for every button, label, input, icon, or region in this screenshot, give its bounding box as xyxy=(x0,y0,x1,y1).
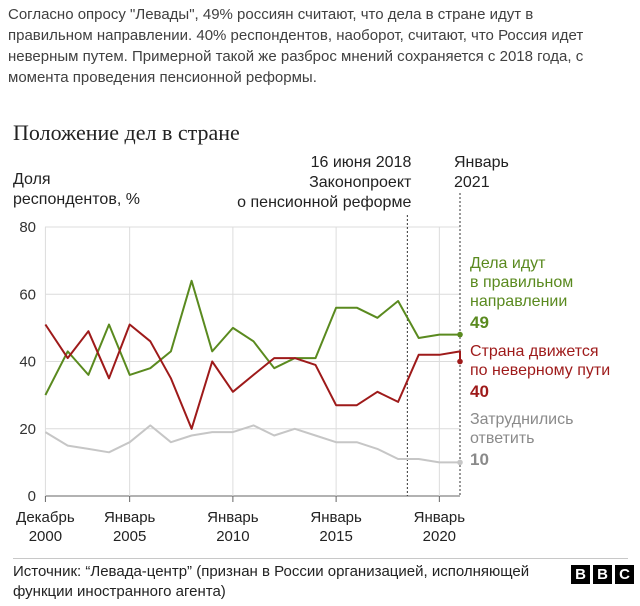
legend-label: Дела идут xyxy=(470,255,546,272)
series-line xyxy=(44,424,460,464)
x-tick-label: Декабрь xyxy=(16,509,75,526)
y-tick-label: 40 xyxy=(19,354,36,371)
bbc-logo-letter-1: B xyxy=(571,565,590,584)
x-tick-label: Январь xyxy=(310,509,362,526)
bbc-logo-letter-3: C xyxy=(615,565,634,584)
legend-value: 40 xyxy=(470,382,489,401)
y-tick-label: 0 xyxy=(28,488,36,505)
x-tick-label: Январь xyxy=(104,509,156,526)
legend-value: 49 xyxy=(470,313,489,332)
x-tick-label: 2005 xyxy=(113,528,146,545)
legend-label: Страна движется xyxy=(470,343,599,360)
x-tick-label: 2010 xyxy=(216,528,249,545)
x-tick-label: 2020 xyxy=(423,528,456,545)
annotation-label: Январь xyxy=(454,154,509,171)
legend-label: Затруднились xyxy=(470,411,573,428)
annotation-label: 2021 xyxy=(454,174,490,191)
annotation-label: Законопроект xyxy=(309,174,412,191)
series-end-point xyxy=(457,331,463,338)
bbc-logo-letter-2: B xyxy=(593,565,612,584)
y-tick-label: 60 xyxy=(19,286,36,303)
legend-value: 10 xyxy=(470,450,489,469)
y-tick-label: 80 xyxy=(19,219,36,236)
legend-label: в правильном xyxy=(470,274,573,291)
legend-label: по неверному пути xyxy=(470,362,610,379)
chart-title: Положение дел в стране xyxy=(13,120,240,145)
annotation-label: о пенсионной реформе xyxy=(237,194,411,211)
x-tick-label: 2015 xyxy=(319,528,352,545)
y-axis-label: Доля xyxy=(13,171,51,188)
footer-divider xyxy=(13,558,628,559)
legend-label: направлении xyxy=(470,293,567,310)
y-axis-label: респондентов, % xyxy=(13,191,140,208)
series-end-point xyxy=(457,358,463,365)
source-note: Источник: “Левада-центр” (признан в Росс… xyxy=(13,563,530,600)
line-chart: 0 20 40 60 80 Доля респондентов, % Декабрь 2000 Я… xyxy=(13,154,610,545)
legend-label: ответить xyxy=(470,430,535,447)
x-tick-label: 2000 xyxy=(29,528,62,545)
y-tick-label: 20 xyxy=(19,421,36,438)
series-line xyxy=(44,279,460,396)
x-tick-label: Январь xyxy=(414,509,466,526)
bbc-logo: B B C xyxy=(571,565,634,584)
series-end-point xyxy=(457,459,463,466)
series-line xyxy=(44,323,461,430)
intro-paragraph: Согласно опросу "Левады", 49% россиян сч… xyxy=(8,6,584,86)
x-tick-label: Январь xyxy=(207,509,259,526)
annotation-label: 16 июня 2018 xyxy=(311,154,412,171)
